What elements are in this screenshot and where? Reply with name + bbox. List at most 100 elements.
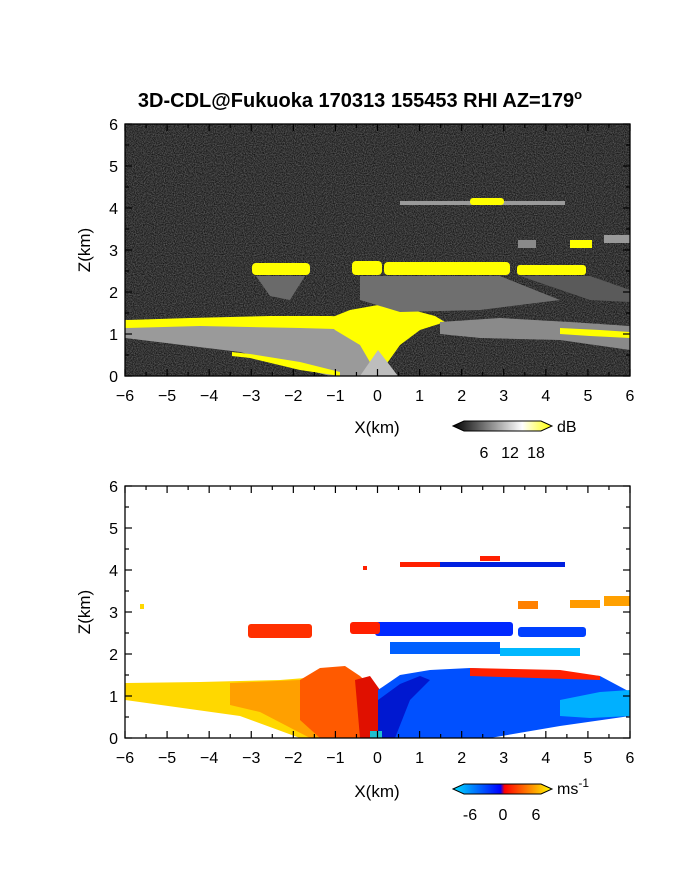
reflectivity-colorbar: dB 6 12 18 [451,419,577,462]
reflectivity-ytick-label: 6 [109,117,118,134]
low-mid-blue [390,642,500,654]
patch-orange-a [518,601,538,609]
patch-c [604,235,630,243]
reflectivity-xtick-label: 6 [626,388,635,405]
velocity-xtick-label: 2 [457,750,466,767]
reflectivity-xtick-label: −6 [116,388,134,405]
velocity-xtick-label: −6 [116,750,134,767]
velocity-xtick-label: −3 [242,750,260,767]
patch-orange-b [570,600,600,608]
reflectivity-ytick-label: 1 [109,327,118,344]
mid-center-blue [375,622,513,636]
velocity-xtick-label: −5 [158,750,176,767]
reflectivity-xtick-label: −1 [326,388,344,405]
reflectivity-colorbar-unit: dB [557,419,577,436]
upper-echo-yellow [470,198,504,205]
reflectivity-axes: −6 −5 −4 −3 −2 −1 0 1 2 3 4 5 6 0 1 2 3 4 5 6 [109,117,634,405]
mid-center-red [350,622,380,634]
velocity-ytick-label: 6 [109,479,118,496]
reflectivity-ytick-label: 0 [109,369,118,386]
reflectivity-xtick-label: 0 [373,388,382,405]
reflectivity-ytick-label: 2 [109,285,118,302]
upper-blue [400,562,565,567]
reflectivity-colorbar-tick: 12 [501,445,519,462]
velocity-panel: −6 −5 −4 −3 −2 −1 0 1 2 3 4 5 6 0 1 2 3 4 5 6 X(km) Z(km) m… [75,479,635,824]
low-echo-right-edge [560,328,630,338]
reflectivity-colorbar-ramp [451,420,554,432]
velocity-colorbar: ms-1 -6 0 6 [451,776,589,824]
velocity-xtick-label: −1 [326,750,344,767]
origin-cyan [370,731,382,738]
speck-yellow [140,604,144,609]
velocity-xtick-label: 0 [373,750,382,767]
low-right-red-edge [470,668,600,680]
low-right-cyan [560,690,630,718]
mid-echo-a [252,263,310,275]
velocity-ytick-label: 2 [109,647,118,664]
reflectivity-xtick-label: 2 [457,388,466,405]
velocity-xtick-label: 1 [415,750,424,767]
low-echo-right-gray [440,318,630,350]
velocity-ytick-label: 4 [109,563,118,580]
mid-echo-d [517,265,586,275]
velocity-colorbar-tick: 0 [499,807,508,824]
velocity-xlabel: X(km) [354,782,399,801]
reflectivity-ytick-label: 5 [109,159,118,176]
reflectivity-xtick-label: −4 [200,388,218,405]
velocity-echoes [125,556,630,738]
low-echo-left-gray [125,318,370,376]
reflectivity-xtick-label: 3 [499,388,508,405]
central-echo-yellow [325,305,445,376]
low-right-blue [378,668,630,738]
mid-echo-c [384,262,510,275]
velocity-ytick-label: 5 [109,521,118,538]
reflectivity-xtick-label: −2 [284,388,302,405]
reflectivity-ytick-label: 4 [109,201,118,218]
velocity-xtick-label: 4 [541,750,550,767]
mid-right-blue [518,627,586,637]
mid-echo-b [352,261,382,275]
velocity-xtick-label: −2 [284,750,302,767]
reflectivity-xtick-label: −3 [242,388,260,405]
velocity-colorbar-ramp [451,783,554,795]
reflectivity-xtick-label: 4 [541,388,550,405]
velocity-colorbar-unit: ms-1 [557,776,589,798]
reflectivity-ytick-label: 3 [109,243,118,260]
reflectivity-xtick-label: 5 [583,388,592,405]
ground-echo-left [232,352,340,376]
reflectivity-xtick-label: 1 [415,388,424,405]
reflectivity-xtick-label: −5 [158,388,176,405]
figure-title: 3D-CDL@Fukuoka 170313 155453 RHI AZ=179o [138,87,582,112]
central-red [355,676,382,738]
reflectivity-colorbar-tick: 6 [480,445,489,462]
velocity-xtick-label: −4 [200,750,218,767]
speck-red [363,566,367,570]
velocity-colorbar-tick: -6 [463,807,477,824]
velocity-ytick-label: 3 [109,605,118,622]
fallstreak-b [360,276,560,312]
velocity-ytick-label: 0 [109,731,118,748]
velocity-xtick-label: 5 [583,750,592,767]
upper-red-top [480,556,500,561]
fallstreak-c [520,276,630,302]
patch-a [518,240,536,248]
low-right-deep-blue [378,676,430,738]
velocity-ytick-label: 1 [109,689,118,706]
low-mid-cyan [500,648,580,656]
reflectivity-colorbar-tick: 18 [527,445,545,462]
velocity-colorbar-tick: 6 [532,807,541,824]
low-echo-left-top [125,316,370,330]
upper-red [400,562,440,567]
velocity-axes: −6 −5 −4 −3 −2 −1 0 1 2 3 4 5 6 0 1 2 3 4 5 6 [109,479,634,767]
reflectivity-echoes [125,198,630,376]
central-echo-gray [360,350,398,376]
patch-b [570,240,592,248]
velocity-xtick-label: 6 [626,750,635,767]
patch-orange-c [604,596,630,606]
mid-left-red [248,624,312,638]
reflectivity-ylabel: Z(km) [75,228,94,272]
fallstreak-a [256,276,305,300]
velocity-ylabel: Z(km) [75,590,94,634]
